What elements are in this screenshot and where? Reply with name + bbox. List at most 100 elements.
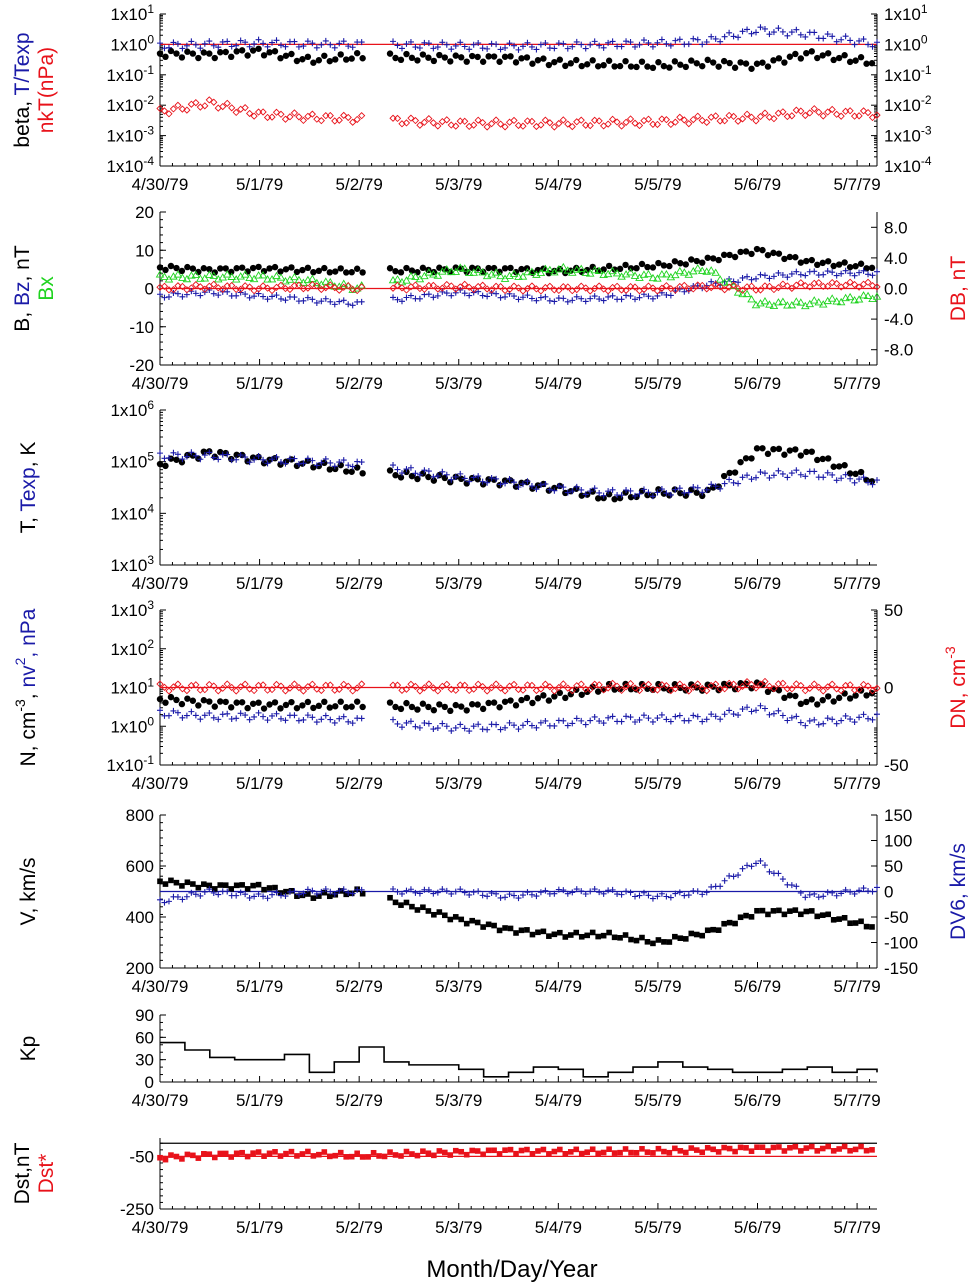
data-point [182,274,192,283]
data-point [595,282,603,290]
data-point [420,285,429,293]
data-point [550,687,558,695]
data-point [513,1150,519,1157]
data-point [644,115,653,123]
data-point [502,293,509,300]
data-point [788,270,795,277]
data-point [178,685,187,693]
data-point [815,108,823,116]
data-point [442,912,448,919]
data-point [792,254,799,261]
data-point [847,888,854,895]
data-point [295,460,302,467]
data-point [501,53,509,60]
data-point [468,701,476,708]
data-point [798,911,804,918]
data-point [631,283,639,291]
data-point [349,720,356,727]
data-point [264,460,271,467]
data-point [515,483,522,490]
data-point [617,122,626,130]
data-point [635,686,644,695]
data-point [600,492,607,499]
data-point [605,491,613,498]
data-point [484,893,491,900]
data-point [269,891,276,898]
data-point [779,679,787,687]
data-point [200,274,210,282]
data-point [192,99,200,107]
data-point [411,116,420,125]
data-point [688,256,695,263]
data-point [331,463,338,470]
data-point [649,686,657,694]
data-point [729,680,738,688]
data-point [640,37,647,44]
data-point [470,41,477,48]
data-point [578,295,585,302]
data-point [501,687,509,695]
data-point [864,682,872,690]
data-point [461,280,469,288]
data-point [658,681,666,689]
data-point [639,270,649,278]
data-point [622,683,630,691]
data-point [519,122,527,130]
y-tick-label-left: 1x101 [110,676,154,698]
data-point [434,725,441,732]
data-point [326,281,334,289]
data-point [282,52,290,59]
data-point [857,54,865,61]
data-point [217,882,224,888]
data-point [536,268,546,277]
data-point [502,724,509,731]
data-point [201,881,207,887]
data-point [667,42,674,49]
y-tick-label-left: -250 [120,1200,154,1219]
data-point [293,57,301,65]
data-point [819,696,826,704]
data-point [250,112,258,120]
data-point [654,39,661,46]
data-point [594,63,602,70]
data-point [606,929,612,936]
data-point [747,113,756,121]
data-point [259,681,267,689]
data-point [667,894,674,901]
data-point [326,466,333,473]
x-tick-label: 5/6/79 [734,574,781,593]
data-point [246,894,253,901]
data-point [559,680,567,688]
data-point [272,1149,278,1155]
data-point [470,285,478,294]
data-point [398,470,405,477]
data-point [343,1154,350,1160]
data-point [313,890,320,897]
data-point [683,1149,689,1156]
data-point [339,279,349,287]
series-1 [157,267,880,309]
data-point [187,284,196,292]
data-point [788,112,796,120]
data-point [466,46,473,53]
data-point [765,300,774,308]
data-point [676,680,684,688]
data-point [761,109,769,117]
data-point [443,471,450,478]
data-point [469,1147,475,1154]
data-point [168,1152,174,1158]
data-point [717,883,724,890]
data-point [318,888,325,895]
data-point [479,58,487,65]
x-tick-label: 5/1/79 [236,175,283,194]
data-point [291,712,298,719]
x-tick-label: 5/6/79 [734,374,781,393]
data-point [587,41,594,48]
data-point [589,1146,596,1153]
data-point [693,1147,700,1153]
data-point [263,275,272,283]
data-point [770,1144,777,1151]
data-point [720,472,728,480]
y-axis-label: T, Texp, K [17,442,40,534]
data-point [868,687,877,695]
